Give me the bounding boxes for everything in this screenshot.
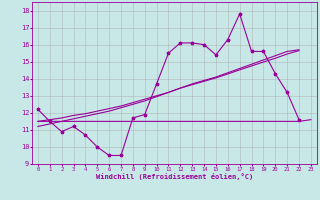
X-axis label: Windchill (Refroidissement éolien,°C): Windchill (Refroidissement éolien,°C)	[96, 173, 253, 180]
